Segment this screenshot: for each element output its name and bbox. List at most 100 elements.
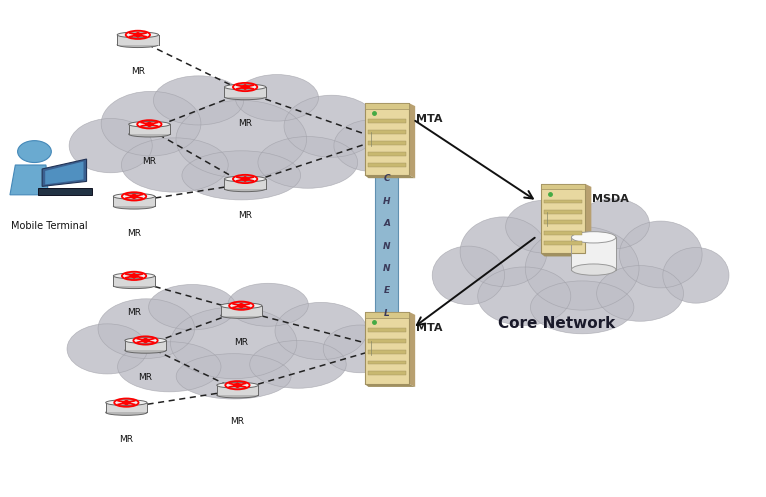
Bar bbox=[221, 306, 262, 316]
Ellipse shape bbox=[224, 94, 266, 100]
Text: A: A bbox=[383, 219, 391, 228]
Text: MR: MR bbox=[238, 211, 252, 220]
Text: C: C bbox=[384, 174, 390, 183]
Ellipse shape bbox=[571, 232, 616, 243]
Ellipse shape bbox=[228, 283, 308, 326]
Polygon shape bbox=[365, 175, 415, 178]
Text: MTA: MTA bbox=[416, 114, 443, 124]
Ellipse shape bbox=[221, 313, 262, 319]
Polygon shape bbox=[365, 384, 415, 387]
Bar bbox=[368, 141, 406, 145]
Text: MTA: MTA bbox=[416, 323, 443, 333]
Ellipse shape bbox=[113, 203, 155, 209]
Ellipse shape bbox=[117, 32, 159, 38]
Ellipse shape bbox=[117, 42, 159, 48]
Ellipse shape bbox=[217, 392, 258, 398]
Ellipse shape bbox=[113, 283, 155, 289]
Ellipse shape bbox=[432, 246, 505, 305]
Text: MR: MR bbox=[231, 417, 244, 426]
Ellipse shape bbox=[224, 186, 266, 192]
Ellipse shape bbox=[129, 131, 170, 137]
Bar bbox=[365, 312, 409, 384]
Circle shape bbox=[18, 141, 51, 163]
Bar bbox=[368, 360, 406, 364]
Ellipse shape bbox=[258, 137, 358, 188]
Ellipse shape bbox=[460, 217, 547, 286]
Ellipse shape bbox=[121, 138, 228, 192]
Ellipse shape bbox=[663, 248, 729, 303]
Bar bbox=[365, 103, 409, 175]
Ellipse shape bbox=[217, 382, 258, 388]
Bar bbox=[375, 166, 398, 321]
Ellipse shape bbox=[323, 325, 397, 373]
Text: MR: MR bbox=[139, 373, 152, 382]
Ellipse shape bbox=[284, 95, 379, 157]
Bar bbox=[129, 124, 170, 134]
Text: MR: MR bbox=[127, 308, 141, 317]
Ellipse shape bbox=[113, 193, 155, 199]
Text: MR: MR bbox=[119, 435, 133, 444]
Text: N: N bbox=[383, 242, 391, 250]
Ellipse shape bbox=[525, 227, 639, 310]
Polygon shape bbox=[541, 253, 591, 256]
Bar bbox=[368, 328, 406, 332]
Ellipse shape bbox=[106, 400, 147, 406]
Bar bbox=[571, 238, 616, 269]
Ellipse shape bbox=[106, 410, 147, 415]
Polygon shape bbox=[45, 162, 83, 184]
Bar bbox=[368, 152, 406, 156]
Bar bbox=[368, 163, 406, 166]
Ellipse shape bbox=[69, 118, 152, 173]
Ellipse shape bbox=[125, 347, 166, 353]
Ellipse shape bbox=[224, 84, 266, 90]
Text: MR: MR bbox=[142, 157, 156, 166]
Polygon shape bbox=[409, 312, 415, 387]
Ellipse shape bbox=[153, 76, 244, 125]
Ellipse shape bbox=[530, 281, 634, 334]
Bar bbox=[217, 385, 258, 395]
Ellipse shape bbox=[250, 340, 346, 388]
Ellipse shape bbox=[113, 273, 155, 279]
Ellipse shape bbox=[125, 337, 166, 343]
Ellipse shape bbox=[182, 151, 300, 200]
Ellipse shape bbox=[129, 121, 170, 127]
Bar bbox=[365, 103, 409, 109]
Ellipse shape bbox=[478, 267, 571, 326]
Bar bbox=[224, 87, 266, 97]
Ellipse shape bbox=[571, 264, 616, 275]
Bar bbox=[117, 35, 159, 45]
Bar bbox=[544, 220, 582, 224]
Ellipse shape bbox=[67, 324, 147, 374]
Ellipse shape bbox=[224, 176, 266, 182]
Text: MSDA: MSDA bbox=[592, 194, 629, 204]
Text: H: H bbox=[383, 197, 391, 206]
Polygon shape bbox=[10, 165, 48, 195]
Ellipse shape bbox=[334, 120, 410, 171]
Polygon shape bbox=[585, 184, 591, 256]
Polygon shape bbox=[409, 103, 415, 178]
Bar bbox=[544, 199, 582, 203]
Ellipse shape bbox=[597, 265, 683, 321]
Bar bbox=[106, 403, 147, 413]
Ellipse shape bbox=[235, 75, 319, 121]
Bar bbox=[368, 119, 406, 123]
Bar bbox=[365, 312, 409, 318]
Ellipse shape bbox=[176, 100, 306, 178]
Polygon shape bbox=[42, 159, 87, 186]
Bar bbox=[368, 371, 406, 375]
Bar bbox=[224, 179, 266, 189]
Text: Mobile Terminal: Mobile Terminal bbox=[11, 221, 88, 231]
Ellipse shape bbox=[98, 299, 195, 358]
Text: MR: MR bbox=[234, 338, 248, 347]
Text: MR: MR bbox=[131, 67, 145, 76]
Text: MR: MR bbox=[127, 229, 141, 238]
Bar bbox=[368, 130, 406, 134]
Ellipse shape bbox=[117, 342, 221, 392]
Ellipse shape bbox=[170, 307, 297, 379]
Bar bbox=[544, 241, 582, 245]
Text: MR: MR bbox=[238, 119, 252, 128]
Bar bbox=[113, 196, 155, 206]
Ellipse shape bbox=[101, 91, 201, 156]
Bar bbox=[368, 350, 406, 354]
Ellipse shape bbox=[176, 354, 291, 399]
